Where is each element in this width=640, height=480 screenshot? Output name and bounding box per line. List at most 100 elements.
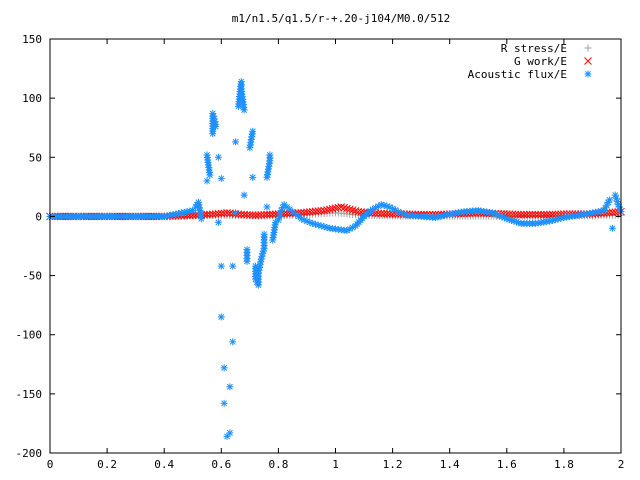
data-point <box>260 230 268 238</box>
data-point <box>203 177 211 185</box>
data-point-fill <box>374 209 383 218</box>
data-point <box>531 210 540 219</box>
data-point <box>545 210 554 219</box>
data-point <box>546 217 554 225</box>
data-point <box>229 262 237 270</box>
x-tick-label: 0.4 <box>154 458 174 471</box>
data-point-fill <box>511 210 520 219</box>
data-point-fill <box>440 211 448 219</box>
data-point <box>240 106 248 114</box>
data-point-fill <box>248 211 257 219</box>
data-point-fill <box>257 211 266 219</box>
data-point-fill <box>348 206 357 214</box>
data-point <box>212 123 220 131</box>
data-point <box>240 191 248 199</box>
x-tick-label: 1.2 <box>383 458 403 471</box>
data-point-fill <box>380 209 388 218</box>
data-point <box>220 364 228 372</box>
data-point <box>249 173 257 181</box>
y-tick-label: -150 <box>16 388 43 401</box>
data-point <box>243 257 251 265</box>
legend-label: Acoustic flux/E <box>468 68 567 81</box>
x-tick-label: 0 <box>47 458 54 471</box>
data-point <box>189 207 197 215</box>
data-point-fill <box>383 209 391 218</box>
data-point <box>217 262 225 270</box>
y-tick-label: 150 <box>22 33 42 46</box>
x-tick-label: 0.8 <box>268 458 288 471</box>
data-point-fill <box>260 210 268 219</box>
data-point <box>249 127 257 135</box>
x-tick-label: 0.6 <box>211 458 231 471</box>
data-point-fill <box>334 203 343 212</box>
data-point-fill <box>254 211 263 219</box>
x-tick-label: 1.6 <box>497 458 517 471</box>
data-point <box>345 205 354 214</box>
x-tick-label: 1 <box>332 458 339 471</box>
data-point <box>606 196 614 204</box>
series-layer <box>46 78 625 440</box>
y-tick-label: -100 <box>16 329 43 342</box>
y-tick-label: -50 <box>22 270 42 283</box>
data-point-fill <box>551 210 560 219</box>
data-point-fill <box>520 210 528 219</box>
data-point-fill <box>374 202 382 210</box>
y-tick-label: 50 <box>29 151 42 164</box>
data-point-fill <box>522 210 531 219</box>
data-point <box>217 313 225 321</box>
data-point <box>240 210 248 219</box>
data-point-fill <box>220 209 229 218</box>
data-point <box>217 175 225 183</box>
data-point-fill <box>525 210 534 219</box>
y-tick-label: -200 <box>16 447 43 460</box>
data-point-fill <box>528 210 537 219</box>
legend-marker <box>584 70 592 78</box>
data-point-fill <box>534 210 543 219</box>
data-point <box>608 224 616 232</box>
series-2 <box>46 78 625 440</box>
x-tick-label: 0.2 <box>97 458 117 471</box>
x-tick-label: 2 <box>618 458 625 471</box>
data-point <box>266 151 274 159</box>
data-point <box>232 209 240 217</box>
data-point-fill <box>268 210 277 219</box>
x-tick-label: 1.4 <box>440 458 460 471</box>
y-tick-label: 0 <box>35 210 42 223</box>
data-point-fill <box>434 213 442 221</box>
data-point <box>251 211 260 220</box>
data-point <box>197 215 205 223</box>
data-point-fill <box>540 210 548 219</box>
x-tick-label: 1.8 <box>554 458 574 471</box>
legend-label: R stress/E <box>501 42 567 55</box>
legend-marker <box>584 44 592 52</box>
data-point-fill <box>514 210 523 219</box>
data-point <box>386 203 394 211</box>
legend-label: G work/E <box>514 55 567 68</box>
data-point <box>337 203 346 211</box>
data-point <box>206 171 214 179</box>
data-point <box>229 338 237 346</box>
y-axis: 150 100 50 0 -50 -100 -150 -200 <box>16 33 621 460</box>
data-point-fill <box>542 210 551 219</box>
data-point <box>226 383 234 391</box>
data-point-fill <box>496 212 504 220</box>
data-point-fill <box>385 210 394 218</box>
data-point <box>214 153 222 161</box>
y-tick-label: 100 <box>22 92 42 105</box>
legend-marker <box>584 57 592 65</box>
data-point <box>232 138 240 146</box>
data-point-fill <box>343 204 351 213</box>
data-point <box>220 399 228 407</box>
data-point <box>517 210 525 219</box>
data-point-fill <box>243 210 251 219</box>
data-point-fill <box>245 211 254 219</box>
data-point <box>489 209 497 217</box>
data-point-fill <box>512 218 520 226</box>
data-point-fill <box>537 210 545 219</box>
data-point <box>214 218 222 226</box>
data-point-fill <box>340 203 348 212</box>
data-point <box>263 203 271 211</box>
